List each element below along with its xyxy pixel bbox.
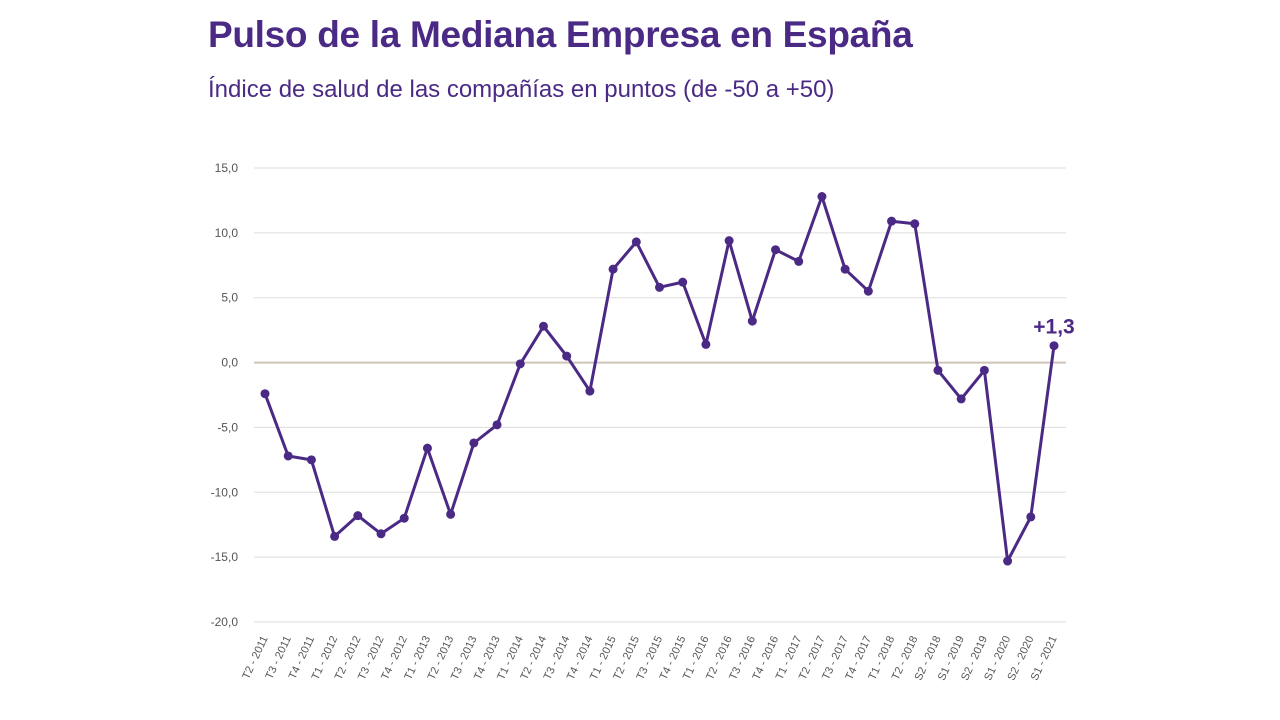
annotations: +1,3: [1033, 316, 1074, 339]
data-point: [701, 339, 711, 349]
series-group: [260, 192, 1059, 566]
data-point: [933, 365, 943, 375]
data-point: [840, 264, 850, 274]
chart-subtitle: Índice de salud de las compañías en punt…: [208, 76, 835, 103]
data-point: [678, 277, 688, 287]
data-point: [794, 256, 804, 266]
y-tick-label: 10,0: [215, 226, 239, 240]
data-point: [771, 245, 781, 255]
data-point: [956, 394, 966, 404]
data-point: [817, 192, 827, 202]
data-point: [1026, 512, 1036, 522]
data-point: [608, 264, 618, 274]
y-tick-label: 15,0: [215, 161, 239, 175]
y-tick-label: -20,0: [211, 615, 239, 629]
y-tick-label: 0,0: [221, 356, 238, 370]
y-tick-label: 5,0: [221, 291, 238, 305]
data-point: [492, 420, 502, 430]
data-point: [306, 455, 316, 465]
y-tick-label: -10,0: [211, 485, 239, 499]
data-point: [631, 237, 641, 247]
data-point: [1003, 556, 1013, 566]
data-point: [1049, 341, 1059, 351]
data-point: [538, 321, 548, 331]
data-point: [979, 365, 989, 375]
y-axis: 15,0 10,0 5,0 0,0 -5,0 -10,0 -15,0 -20,0: [211, 161, 239, 629]
data-point: [655, 282, 664, 292]
data-point: [515, 359, 525, 369]
data-point: [469, 438, 479, 448]
data-point: [446, 509, 456, 519]
y-tick-label: -15,0: [211, 550, 239, 564]
y-tick-label: -5,0: [217, 420, 238, 434]
data-point: [910, 219, 920, 229]
data-point: [422, 443, 432, 453]
data-point: [330, 531, 340, 541]
series-line: [263, 195, 1056, 563]
data-point: [283, 451, 293, 461]
data-point: [376, 529, 386, 539]
data-point: [353, 511, 363, 521]
data-point: [863, 286, 873, 296]
data-point: [260, 389, 270, 399]
data-point: [399, 513, 409, 523]
chart-title: Pulso de la Mediana Empresa en España: [208, 14, 913, 55]
data-point: [747, 316, 757, 326]
data-point: [724, 236, 734, 246]
grid-lines: [254, 167, 1066, 623]
data-point: [562, 351, 572, 361]
last-value-label: +1,3: [1033, 316, 1074, 339]
data-point: [585, 386, 595, 396]
data-point: [887, 216, 897, 226]
